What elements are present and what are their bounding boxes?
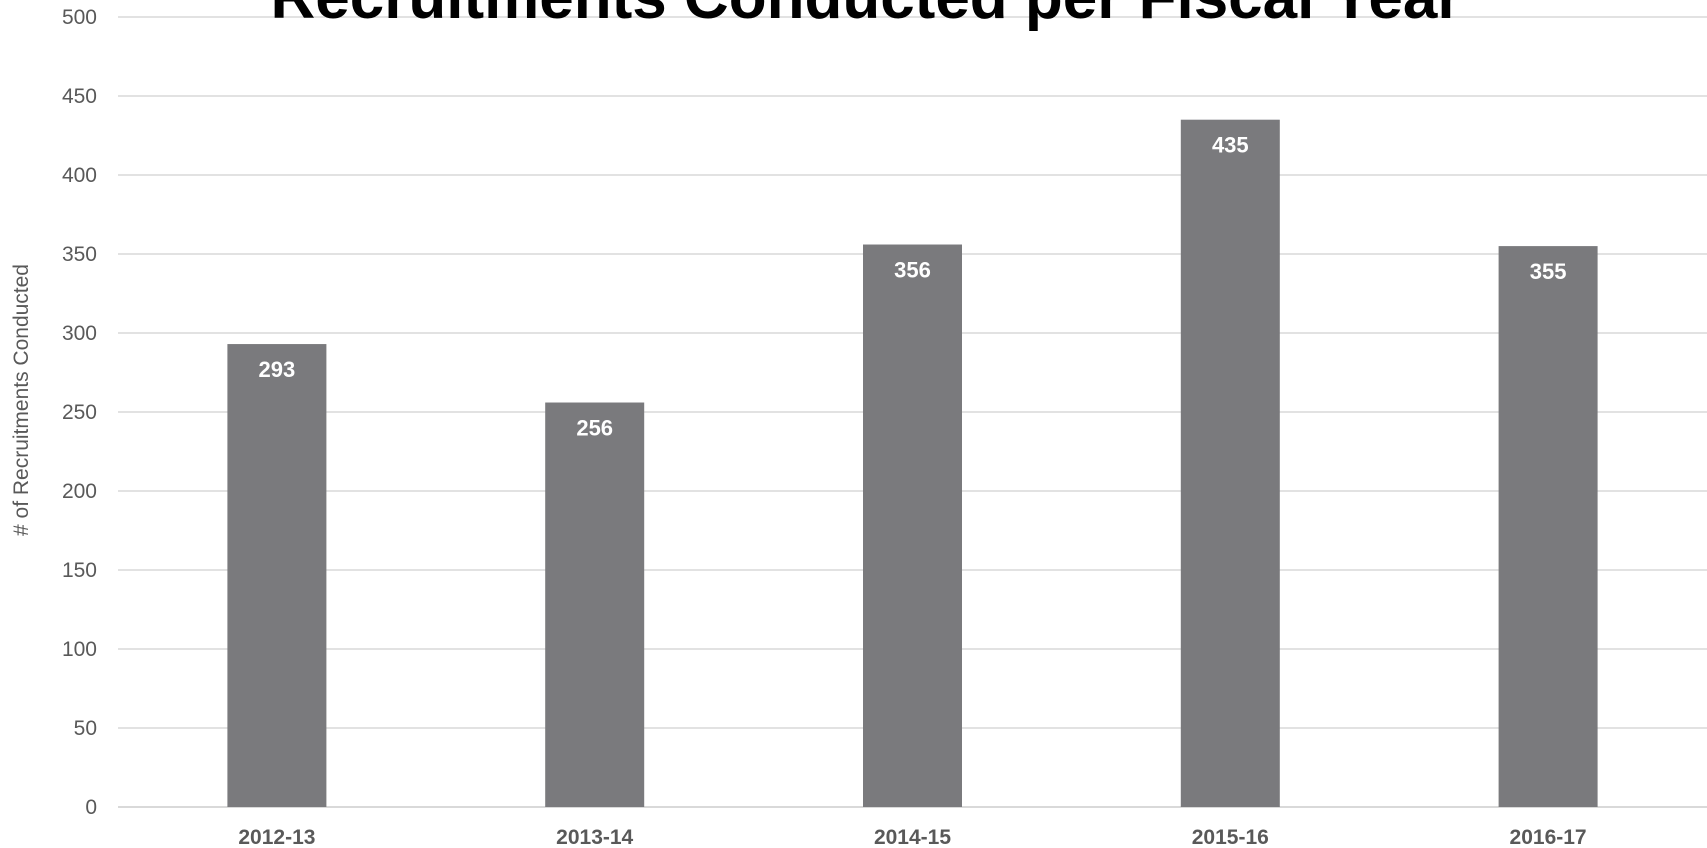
y-tick-label: 400	[62, 164, 97, 187]
x-tick-label: 2015-16	[1192, 826, 1269, 848]
y-tick-label: 100	[62, 638, 97, 661]
y-tick-label: 450	[62, 85, 97, 108]
y-tick-label: 50	[74, 717, 97, 740]
y-tick-label: 300	[62, 322, 97, 345]
y-tick-label: 150	[62, 559, 97, 582]
bar-2013-14	[545, 402, 645, 807]
bar-value-label: 435	[1212, 133, 1249, 158]
x-tick-label: 2016-17	[1510, 826, 1587, 848]
x-tick-label: 2012-13	[238, 826, 315, 848]
bar-value-label: 256	[576, 416, 613, 441]
y-tick-label: 250	[62, 401, 97, 424]
y-tick-label: 200	[62, 480, 97, 503]
y-tick-label: 0	[85, 796, 97, 819]
bar-value-label: 355	[1530, 259, 1567, 284]
bar-value-label: 356	[894, 258, 931, 283]
bars: 293 256 356 435 355	[227, 119, 1598, 808]
bar-2015-16	[1180, 119, 1280, 807]
x-tick-label: 2014-15	[874, 826, 951, 848]
x-tick-label: 2013-14	[556, 826, 633, 848]
bar-value-label: 293	[259, 357, 296, 382]
y-axis-ticks: 0 50 100 150 200 250 300 350 400 450 500	[62, 6, 97, 819]
y-tick-label: 500	[62, 6, 97, 29]
chart-title: Recruitments Conducted per Fiscal Year	[270, 0, 1461, 32]
bar-2016-17	[1498, 246, 1598, 808]
bar-2012-13	[227, 344, 327, 807]
x-axis-ticks: 2012-13 2013-14 2014-15 2015-16 2016-17	[238, 826, 1586, 848]
bar-2014-15	[863, 244, 962, 807]
y-tick-label: 350	[62, 243, 97, 266]
y-axis-label: # of Recruitments Conducted	[10, 264, 33, 536]
